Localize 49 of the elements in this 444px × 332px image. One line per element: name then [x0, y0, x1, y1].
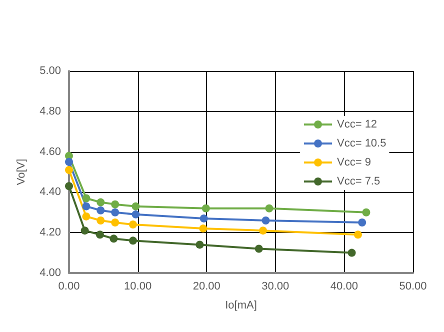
point: [82, 202, 90, 210]
point: [200, 214, 208, 222]
x-tick-label: 30.00: [262, 280, 290, 292]
legend-label: Vcc= 7.5: [337, 176, 380, 188]
point: [132, 210, 140, 218]
point: [111, 200, 120, 208]
point: [111, 208, 120, 216]
y-tick-label: 4.40: [40, 186, 61, 198]
legend-label: Vcc= 9: [337, 156, 371, 168]
legend-label: Vcc= 12: [337, 118, 378, 130]
point: [82, 194, 90, 202]
point: [96, 216, 105, 224]
x-tick-label: 50.00: [399, 280, 427, 292]
point: [358, 218, 366, 226]
y-tick-label: 5.00: [40, 65, 61, 77]
point: [362, 208, 370, 216]
point: [354, 230, 362, 239]
point: [96, 198, 105, 206]
point: [254, 244, 263, 253]
point: [265, 204, 274, 212]
x-tick-label: 20.00: [192, 280, 220, 292]
x-tick-label: 10.00: [124, 280, 152, 292]
point: [132, 202, 140, 210]
point: [196, 240, 204, 249]
point: [96, 206, 105, 214]
point: [80, 226, 89, 235]
point: [65, 166, 73, 174]
point: [128, 236, 137, 245]
point: [348, 248, 356, 257]
point: [110, 234, 118, 243]
y-tick-label: 4.60: [40, 146, 61, 158]
point: [199, 224, 208, 233]
x-axis-title: Io[mA]: [225, 300, 257, 312]
point: [262, 216, 270, 224]
y-axis-title: Vo[V]: [16, 158, 28, 186]
point: [128, 220, 137, 229]
x-tick-label: 40.00: [330, 280, 358, 292]
point: [65, 158, 73, 166]
point: [82, 212, 90, 220]
y-tick-label: 4.00: [40, 267, 61, 279]
legend-label: Vcc= 10.5: [337, 138, 386, 150]
y-tick-label: 4.20: [40, 226, 61, 239]
x-tick-label: 0.00: [58, 280, 80, 292]
point: [96, 230, 104, 239]
point: [202, 204, 210, 212]
point: [65, 182, 73, 190]
point: [259, 226, 268, 235]
point: [111, 218, 120, 226]
y-tick-label: 4.80: [40, 105, 61, 118]
